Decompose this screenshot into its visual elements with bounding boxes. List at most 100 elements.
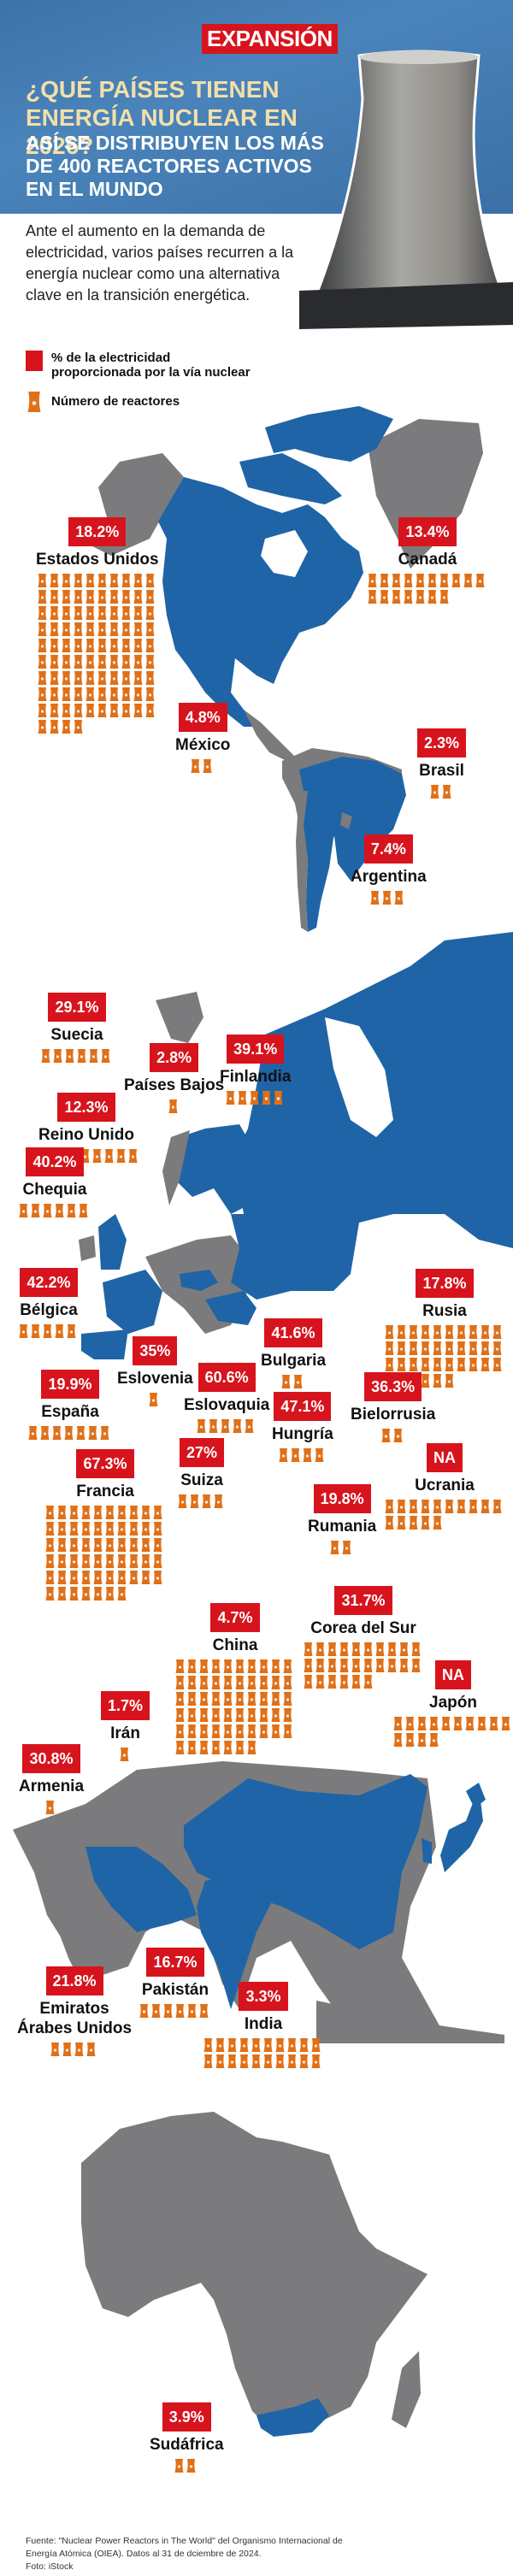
country-name: Suecia xyxy=(50,1026,103,1044)
reactor-count xyxy=(41,1049,113,1063)
reactor-icon xyxy=(117,1522,127,1536)
reactor-icon xyxy=(311,2038,321,2052)
legend-reactors: Número de reactores xyxy=(26,392,256,412)
reactor-icon xyxy=(55,1204,64,1217)
reactor-icon xyxy=(187,1708,197,1722)
reactor-count xyxy=(203,2038,323,2068)
reactor-icon xyxy=(175,2004,185,2018)
reactor-icon xyxy=(133,639,143,652)
reactor-count xyxy=(385,1325,504,1388)
reactor-icon xyxy=(489,1717,498,1730)
reactor-icon xyxy=(109,606,119,620)
reactor-icon xyxy=(477,1717,486,1730)
reactor-icon xyxy=(385,1500,394,1513)
country-name: Bélgica xyxy=(20,1301,78,1319)
reactor-icon xyxy=(223,1708,233,1722)
reactor-icon xyxy=(235,1659,245,1673)
reactor-icon xyxy=(62,704,71,717)
percent-badge: 4.8% xyxy=(178,703,227,732)
reactor-icon xyxy=(404,574,413,587)
reactor-icon xyxy=(259,1692,268,1706)
reactor-icon xyxy=(97,687,107,701)
country-label-rumania: 19.8% Rumania xyxy=(308,1484,376,1554)
reactor-icon xyxy=(235,1692,245,1706)
reactor-icon xyxy=(387,1659,397,1672)
reactor-icon xyxy=(315,1675,325,1689)
reactor-icon xyxy=(211,1708,221,1722)
reactor-icon xyxy=(151,2004,161,2018)
reactor-icon xyxy=(239,2038,249,2052)
reactor-icon xyxy=(62,671,71,685)
reactor-icon xyxy=(88,1426,97,1440)
reactor-icon xyxy=(97,671,107,685)
reactor-icon xyxy=(175,1741,185,1754)
country-label-usa: 18.2% Estados Unidos xyxy=(36,517,159,734)
reactor-icon xyxy=(133,590,143,604)
reactor-icon xyxy=(38,639,47,652)
reactor-icon xyxy=(368,574,377,587)
reactor-count xyxy=(197,1419,256,1433)
reactor-icon xyxy=(141,1538,150,1552)
reactor-icon xyxy=(74,590,83,604)
reactor-icon xyxy=(393,1733,403,1747)
country-label-india: 3.3% India xyxy=(203,1982,323,2068)
reactor-icon xyxy=(50,655,59,669)
reactor-icon xyxy=(203,2038,213,2052)
reactor-icon xyxy=(97,639,107,652)
reactor-icon xyxy=(439,590,449,604)
reactor-icon xyxy=(45,1506,55,1519)
percent-badge: 31.7% xyxy=(334,1586,392,1615)
reactor-icon xyxy=(105,1587,115,1600)
reactor-icon xyxy=(393,1429,403,1442)
reactor-icon xyxy=(121,655,131,669)
reactor-icon xyxy=(133,671,143,685)
reactor-count xyxy=(19,1204,91,1217)
reactor-count xyxy=(381,1429,405,1442)
country-label-francia: 67.3% Francia xyxy=(45,1449,165,1600)
reactor-icon xyxy=(100,1426,109,1440)
reactor-icon xyxy=(187,2004,197,2018)
country-name: Argentina xyxy=(351,868,427,886)
reactor-icon xyxy=(433,1341,442,1355)
reactor-icon xyxy=(492,1500,502,1513)
reactor-icon xyxy=(133,687,143,701)
country-name: España xyxy=(41,1403,99,1421)
reactor-icon xyxy=(405,1717,415,1730)
reactor-icon xyxy=(469,1341,478,1355)
reactor-icon xyxy=(387,1642,397,1656)
reactor-icon xyxy=(145,655,155,669)
reactor-icon xyxy=(67,1324,76,1338)
percent-badge: 35% xyxy=(133,1336,178,1365)
percent-badge: 47.1% xyxy=(274,1392,332,1421)
reactor-count xyxy=(393,1717,513,1747)
reactor-icon xyxy=(97,655,107,669)
reactor-icon xyxy=(375,1659,385,1672)
reactor-count xyxy=(330,1541,354,1554)
reactor-icon xyxy=(393,1717,403,1730)
reactor-icon xyxy=(199,1741,209,1754)
reactor-icon xyxy=(315,1448,324,1462)
reactor-icon xyxy=(199,1676,209,1689)
reactor-icon xyxy=(69,1506,79,1519)
country-label-hungria: 47.1% Hungría xyxy=(272,1392,333,1462)
country-label-suiza: 27% Suiza xyxy=(178,1438,226,1508)
reactor-icon xyxy=(28,1426,38,1440)
reactor-icon xyxy=(465,1717,475,1730)
reactor-icon xyxy=(69,1571,79,1584)
red-square-icon xyxy=(26,351,43,371)
country-label-eslovaquia: 60.6% Eslovaquia xyxy=(184,1363,269,1433)
reactor-icon xyxy=(93,1554,103,1568)
reactor-icon xyxy=(235,1708,245,1722)
reactor-icon xyxy=(45,1587,55,1600)
reactor-icon xyxy=(404,590,413,604)
reactor-icon xyxy=(275,2038,285,2052)
reactor-icon xyxy=(45,1801,55,1814)
percent-badge: 39.1% xyxy=(227,1035,285,1064)
reactor-icon xyxy=(363,1675,373,1689)
reactor-icon xyxy=(145,622,155,636)
reactor-icon xyxy=(62,687,71,701)
country-name: Francia xyxy=(76,1483,134,1500)
reactor-icon xyxy=(287,2038,297,2052)
reactor-icon xyxy=(203,2054,213,2068)
reactor-icon xyxy=(251,2054,261,2068)
